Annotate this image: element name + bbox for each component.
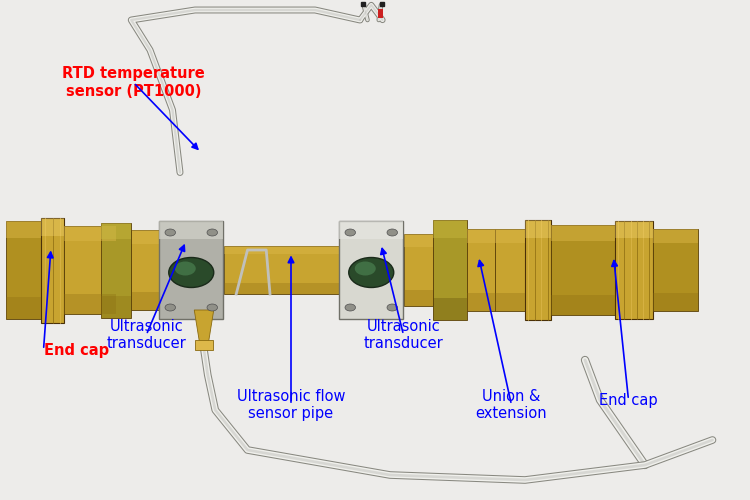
Circle shape xyxy=(169,258,214,288)
Bar xyxy=(64,226,116,314)
Bar xyxy=(551,225,615,315)
Bar xyxy=(652,229,698,311)
Bar xyxy=(64,226,116,242)
Bar xyxy=(495,292,525,311)
Bar xyxy=(101,222,131,318)
Bar xyxy=(433,298,466,320)
Circle shape xyxy=(207,304,218,311)
Circle shape xyxy=(165,304,176,311)
Bar xyxy=(525,220,551,238)
Bar xyxy=(101,296,131,318)
Bar xyxy=(525,220,551,320)
Bar xyxy=(404,234,433,246)
Bar xyxy=(345,246,379,254)
Bar xyxy=(339,221,404,239)
Text: End cap: End cap xyxy=(599,392,658,407)
Bar xyxy=(131,230,199,244)
Bar xyxy=(345,283,379,294)
Bar xyxy=(6,221,41,319)
Bar xyxy=(466,229,495,311)
FancyBboxPatch shape xyxy=(159,221,224,319)
Circle shape xyxy=(165,229,176,236)
Text: Ultrasonic flow
sensor pipe: Ultrasonic flow sensor pipe xyxy=(237,389,345,421)
Bar xyxy=(495,229,525,244)
Bar xyxy=(404,234,433,306)
Bar xyxy=(551,225,615,241)
Bar xyxy=(224,283,345,294)
Circle shape xyxy=(345,229,355,236)
Circle shape xyxy=(345,304,355,311)
Bar xyxy=(466,292,495,311)
Text: RTD temperature
sensor (PT1000): RTD temperature sensor (PT1000) xyxy=(62,66,205,98)
Bar xyxy=(345,246,379,294)
Bar xyxy=(495,229,525,311)
Bar xyxy=(433,220,466,320)
Bar xyxy=(224,246,345,294)
Circle shape xyxy=(349,258,394,288)
Bar xyxy=(131,292,199,310)
Circle shape xyxy=(387,304,398,311)
Bar xyxy=(224,246,345,254)
Bar xyxy=(615,221,652,238)
Bar xyxy=(64,294,116,314)
Circle shape xyxy=(387,229,398,236)
Text: End cap: End cap xyxy=(44,342,109,357)
Bar xyxy=(41,218,64,236)
Bar xyxy=(6,297,41,319)
Circle shape xyxy=(175,262,196,276)
FancyBboxPatch shape xyxy=(339,221,404,319)
Bar xyxy=(101,222,131,239)
Bar xyxy=(433,220,466,238)
Bar xyxy=(652,229,698,244)
Bar xyxy=(652,292,698,311)
Text: Ultrasonic
transducer: Ultrasonic transducer xyxy=(106,319,186,351)
Circle shape xyxy=(355,262,376,276)
Bar xyxy=(131,230,199,310)
Bar xyxy=(41,218,64,322)
Bar xyxy=(195,340,213,350)
Bar xyxy=(615,221,652,319)
Bar xyxy=(6,221,41,238)
Bar xyxy=(404,290,433,306)
Text: Union &
extension: Union & extension xyxy=(476,389,548,421)
Bar xyxy=(159,221,224,239)
Bar xyxy=(466,229,495,244)
Circle shape xyxy=(207,229,218,236)
Polygon shape xyxy=(194,310,214,342)
Text: Ultrasonic
transducer: Ultrasonic transducer xyxy=(364,319,443,351)
Bar xyxy=(378,9,382,18)
Bar xyxy=(551,294,615,315)
